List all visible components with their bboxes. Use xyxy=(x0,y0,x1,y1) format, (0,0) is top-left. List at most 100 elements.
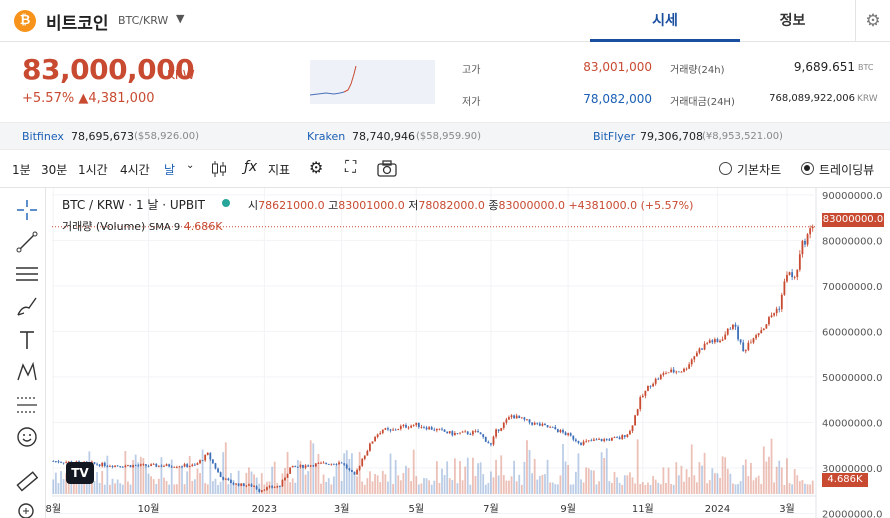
volume-bar xyxy=(379,482,382,494)
candle-body xyxy=(145,464,147,466)
crosshair-icon[interactable] xyxy=(15,198,39,222)
candle-body xyxy=(706,342,709,344)
volume-bar xyxy=(325,481,328,494)
candle-body xyxy=(443,429,446,432)
candle-body xyxy=(713,339,716,343)
x-tick-label: 2024 xyxy=(705,504,730,515)
fullscreen-icon[interactable]: ⛶ xyxy=(345,157,357,176)
candle-body xyxy=(345,464,348,469)
candle-body xyxy=(577,441,580,443)
volume-bar xyxy=(582,482,585,494)
candle-body xyxy=(242,483,245,487)
candle-body xyxy=(399,426,402,430)
candle-body xyxy=(793,276,796,278)
volume-bar xyxy=(796,475,799,494)
volume-bar xyxy=(533,458,536,494)
exchange-name[interactable]: Kraken xyxy=(307,130,346,143)
ruler-icon[interactable] xyxy=(15,469,39,493)
volume-bar xyxy=(322,474,325,494)
candle-body xyxy=(773,313,775,316)
volume-bar xyxy=(443,475,446,494)
pattern-icon[interactable] xyxy=(15,360,39,384)
tradingview-radio[interactable] xyxy=(801,162,814,175)
basic-chart-label[interactable]: 기본차트 xyxy=(737,163,782,177)
chevron-down-icon[interactable]: ⌄ xyxy=(186,160,195,171)
price-chart[interactable]: 90000000.0 80000000.0 70000000.0 60000000.0… xyxy=(46,188,890,518)
volume-bar xyxy=(729,473,732,494)
y-tick-label: 20000000.0 xyxy=(822,509,882,518)
candle-body xyxy=(381,429,384,434)
candle-body xyxy=(60,462,62,464)
candle-body xyxy=(647,385,649,391)
basic-chart-radio[interactable] xyxy=(719,162,732,175)
change-value: +4381000.0 (+5.57%) xyxy=(568,199,694,212)
chevron-down-icon[interactable]: ▼ xyxy=(176,12,185,25)
candle-body xyxy=(309,465,312,467)
candle-body xyxy=(693,356,696,360)
candle-body xyxy=(531,422,534,425)
candle-body xyxy=(343,463,346,465)
function-icon[interactable]: ƒx xyxy=(244,159,258,175)
interval-30m[interactable]: 30분 xyxy=(41,163,68,177)
candle-body xyxy=(392,429,394,431)
camera-icon[interactable] xyxy=(377,160,397,177)
volume-bar xyxy=(335,465,338,494)
volume-bar xyxy=(127,481,129,494)
candle-body xyxy=(590,440,593,442)
interval-day[interactable]: 날 xyxy=(164,163,176,177)
volume-bar xyxy=(435,461,438,494)
volume-bar xyxy=(639,484,642,494)
exchange-name[interactable]: BitFlyer xyxy=(593,130,636,143)
tab-price[interactable]: 시세 xyxy=(590,0,740,42)
candle-body xyxy=(729,328,732,330)
volume-bar xyxy=(572,484,575,494)
candle-body xyxy=(410,425,413,428)
candle-body xyxy=(719,340,721,343)
volume-bar xyxy=(307,471,310,494)
candle-body xyxy=(536,422,539,424)
y-tick-label: 80000000.0 xyxy=(822,236,882,247)
indicator-button[interactable]: 지표 xyxy=(268,163,291,177)
horizontal-lines-icon[interactable] xyxy=(15,262,39,286)
candle-body xyxy=(332,463,335,465)
candle-body xyxy=(353,471,356,475)
interval-1h[interactable]: 1시간 xyxy=(78,163,108,177)
volume-bar xyxy=(433,480,436,494)
candle-body xyxy=(461,431,464,433)
candle-body xyxy=(446,431,449,434)
tab-info[interactable]: 정보 xyxy=(779,13,806,29)
candle-body xyxy=(726,328,729,335)
tradingview-logo[interactable]: TV xyxy=(66,462,94,484)
candle-body xyxy=(214,463,217,469)
volume-bar xyxy=(327,478,330,494)
candle-body xyxy=(768,317,770,325)
measure-lines-icon[interactable] xyxy=(15,393,39,417)
volume-bar xyxy=(224,442,227,494)
candle-body xyxy=(744,349,747,352)
candle-body xyxy=(317,463,320,464)
exchange-name[interactable]: Bitfinex xyxy=(22,130,64,143)
interval-1m[interactable]: 1분 xyxy=(12,163,31,177)
volume-bar xyxy=(163,477,165,494)
smiley-icon[interactable] xyxy=(15,425,39,449)
trendline-icon[interactable] xyxy=(15,230,39,254)
gear-icon[interactable]: ⚙ xyxy=(855,0,890,42)
candle-body xyxy=(232,483,235,485)
brush-icon[interactable] xyxy=(15,294,39,318)
candles-icon[interactable] xyxy=(211,160,227,178)
volume-bar xyxy=(611,482,613,494)
interval-4h[interactable]: 4시간 xyxy=(120,163,150,177)
volume-bar xyxy=(98,482,101,494)
volume-bar xyxy=(320,483,322,494)
text-icon[interactable] xyxy=(15,328,39,352)
tradingview-label[interactable]: 트레이딩뷰 xyxy=(819,163,875,177)
candle-body xyxy=(250,484,253,487)
volume-bar xyxy=(788,483,791,494)
candle-body xyxy=(541,423,544,426)
candle-body xyxy=(204,454,207,461)
volume-bar xyxy=(482,474,485,494)
candle-body xyxy=(435,428,438,431)
zoom-in-icon[interactable] xyxy=(15,500,39,518)
volume-bar xyxy=(201,449,204,494)
settings-icon[interactable]: ⚙ xyxy=(309,158,324,177)
